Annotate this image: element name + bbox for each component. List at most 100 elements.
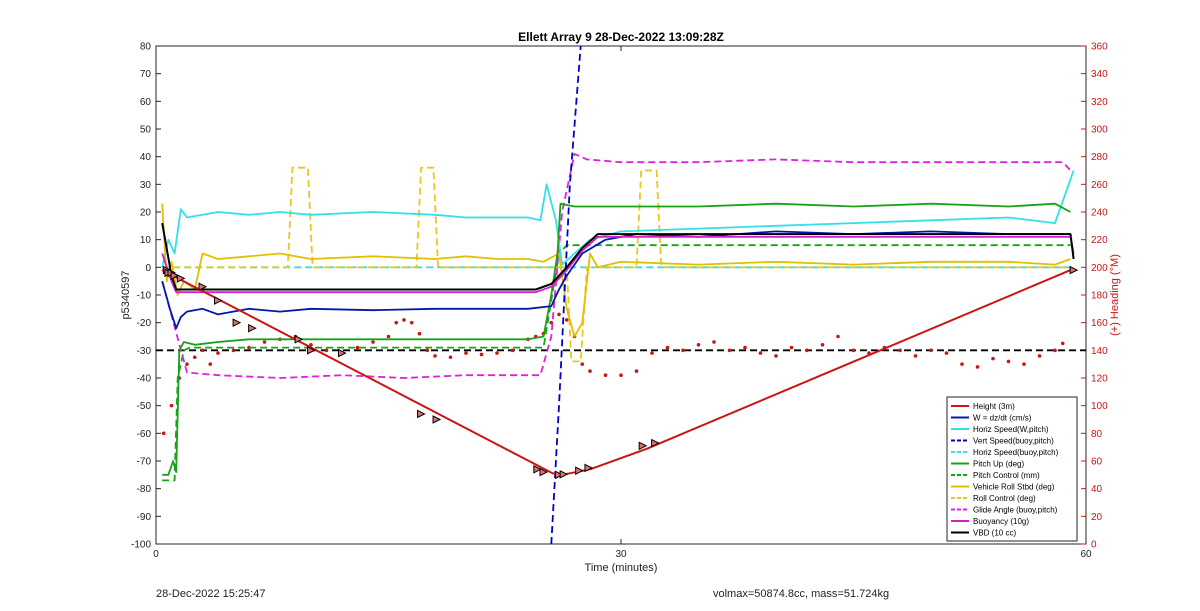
height-marker — [294, 334, 304, 344]
series-line-buoyancy — [161, 235, 1075, 294]
heading-point — [231, 348, 236, 353]
heading-point — [192, 355, 197, 360]
y2-tick-label: 80 — [1091, 429, 1103, 440]
legend-label: Glide Angle (buoy,pitch) — [973, 506, 1058, 515]
legend-label: Pitch Up (deg) — [973, 460, 1024, 469]
y-tick-label: 0 — [145, 263, 151, 274]
heading-point — [355, 345, 360, 350]
y-tick-label: -10 — [137, 291, 152, 302]
legend-label: Horiz Speed(W,pitch) — [973, 425, 1049, 434]
heading-point — [169, 403, 174, 408]
heading-point — [975, 365, 980, 369]
y2-tick-label: 280 — [1091, 152, 1108, 163]
heading-point — [820, 343, 825, 347]
heading-point — [944, 351, 949, 355]
heading-point — [603, 373, 608, 378]
y2-tick-label: 360 — [1091, 42, 1108, 53]
height-marker — [417, 409, 426, 419]
height-marker — [232, 318, 242, 327]
y2-tick-label: 0 — [1091, 540, 1097, 551]
y-tick-label: -60 — [137, 429, 152, 440]
heading-point — [309, 343, 313, 347]
heading-point — [1006, 359, 1011, 364]
y2-tick-label: 60 — [1091, 457, 1103, 468]
heading-point — [564, 318, 569, 322]
heading-point — [805, 348, 809, 353]
heading-point — [433, 354, 437, 358]
y-axis-label: p5340597 — [120, 271, 132, 320]
heading-point — [696, 343, 701, 347]
y2-tick-label: 240 — [1091, 208, 1108, 219]
heading-point — [417, 331, 422, 336]
heading-point — [324, 348, 329, 353]
heading-point — [425, 348, 430, 353]
heading-point — [386, 334, 391, 339]
height-marker — [559, 469, 569, 479]
plot-area — [155, 45, 1087, 545]
height-marker — [1069, 265, 1079, 275]
y2-tick-label: 160 — [1091, 318, 1108, 329]
heading-point — [580, 362, 585, 366]
height-marker — [533, 464, 542, 474]
y2-tick-label: 180 — [1091, 291, 1108, 302]
y-tick-label: 80 — [140, 42, 152, 53]
series-line-roll_control — [162, 166, 1071, 363]
y-tick-label: -50 — [137, 401, 152, 412]
x-tick-label: 30 — [615, 549, 627, 560]
y2-tick-label: 260 — [1091, 180, 1108, 191]
heading-point — [161, 431, 166, 436]
heading-point — [464, 351, 468, 355]
y2-tick-label: 300 — [1091, 125, 1108, 136]
heading-point — [394, 320, 399, 325]
y2-tick-label: 20 — [1091, 512, 1103, 523]
heading-point — [836, 334, 840, 339]
heading-point — [479, 352, 484, 357]
height-marker — [248, 323, 257, 333]
heading-point — [634, 369, 639, 373]
heading-point — [216, 351, 220, 355]
height-marker — [539, 467, 549, 477]
heading-point — [898, 348, 902, 353]
y2-tick-label: 220 — [1091, 235, 1108, 246]
legend-label: W = dz/dt (cm/s) — [973, 414, 1032, 423]
series-line-horiz_w — [161, 170, 1075, 268]
y2-tick-label: 140 — [1091, 346, 1108, 357]
heading-point — [409, 320, 414, 325]
height-marker — [584, 463, 594, 473]
legend-label: VBD (10 cc) — [973, 529, 1016, 538]
legend-label: Height (3m) — [973, 402, 1015, 411]
y2-tick-label: 120 — [1091, 374, 1108, 385]
legend-label: Buoyancy (10g) — [973, 517, 1029, 526]
heading-point — [1037, 354, 1042, 358]
height-marker — [176, 274, 186, 283]
footer-timestamp: 28-Dec-2022 15:25:47 — [156, 588, 266, 600]
legend-label: Pitch Control (mm) — [973, 471, 1040, 480]
height-marker — [198, 282, 208, 292]
heading-point — [851, 348, 856, 353]
heading-point — [991, 356, 995, 361]
heading-point — [495, 351, 499, 355]
axis-ticks: 0 30 6080706050403020100-10-20-30-40-50-60… — [131, 42, 1108, 561]
y2-tick-label: 200 — [1091, 263, 1108, 274]
heading-point — [758, 351, 763, 355]
heading-point — [402, 318, 406, 322]
heading-point — [208, 362, 213, 366]
height-marker — [307, 346, 316, 355]
legend-label: Vehicle Roll Stbd (deg) — [973, 483, 1055, 492]
y-tick-label: 10 — [140, 235, 152, 246]
y-tick-label: -80 — [137, 484, 152, 495]
y-tick-label: 50 — [140, 125, 152, 136]
height-marker — [555, 470, 564, 480]
heading-point — [665, 345, 670, 350]
heading-point — [588, 369, 592, 373]
legend-label: Vert Speed(buoy,pitch) — [973, 437, 1054, 446]
legend-box — [946, 396, 1078, 542]
height-marker — [338, 348, 347, 358]
heading-point — [448, 355, 453, 360]
y2-tick-label: 100 — [1091, 401, 1108, 412]
x-axis-label: Time (minutes) — [585, 562, 658, 574]
height-marker — [575, 466, 584, 475]
heading-point — [913, 354, 918, 358]
heading-point — [681, 348, 685, 353]
heading-point — [1060, 341, 1065, 346]
